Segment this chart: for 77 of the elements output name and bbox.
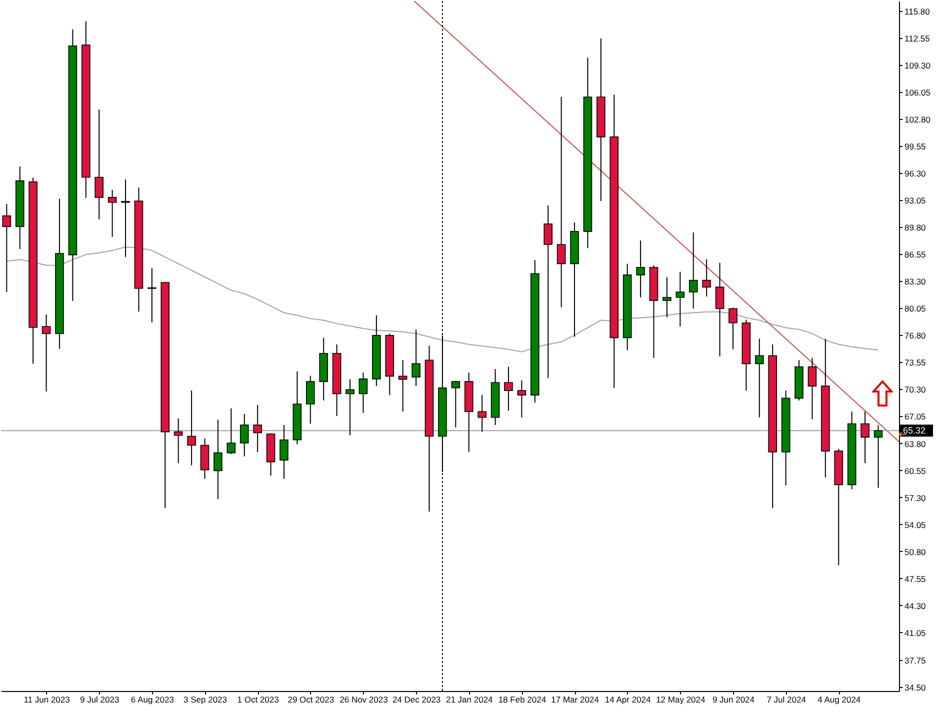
x-tick-label: 29 Oct 2023 <box>288 694 334 704</box>
candlestick <box>42 314 51 392</box>
candlestick <box>504 366 513 412</box>
candlestick <box>214 419 222 500</box>
candlestick <box>702 258 711 297</box>
y-tick-label: 70.30 <box>904 384 926 395</box>
y-tick-label: 76.80 <box>904 330 926 341</box>
y-tick-label: 80.05 <box>904 304 926 314</box>
y-tick-label: 63.80 <box>904 438 926 449</box>
candlestick <box>253 404 262 452</box>
candlestick <box>187 390 196 466</box>
candlestick <box>517 380 526 418</box>
candlestick <box>148 268 156 323</box>
candlestick <box>108 189 117 238</box>
y-tick-label: 93.05 <box>904 196 926 206</box>
candlestick <box>754 338 764 418</box>
x-tick-label: 18 Feb 2024 <box>498 694 546 704</box>
y-tick-label: 54.05 <box>904 520 926 530</box>
candlestick <box>556 96 566 308</box>
x-tick-label: 11 Jun 2023 <box>24 694 70 704</box>
x-tick-label: 26 Nov 2023 <box>340 694 388 704</box>
x-tick-label: 1 Oct 2023 <box>237 694 280 704</box>
candlestick <box>544 205 552 379</box>
y-tick-label: 109.30 <box>904 60 931 71</box>
y-tick-label: 41.05 <box>904 628 926 638</box>
candlestick <box>662 276 672 318</box>
x-tick-label: 17 Mar 2024 <box>551 694 600 704</box>
candlestick <box>808 357 817 420</box>
y-tick-label: 96.30 <box>904 168 926 179</box>
candlestick <box>728 307 738 350</box>
candlestick <box>478 394 486 432</box>
x-tick-label: 24 Dec 2023 <box>392 694 441 704</box>
y-tick-label: 89.80 <box>904 222 926 233</box>
candlestick <box>715 262 724 357</box>
y-tick-label: 83.30 <box>904 276 926 287</box>
y-tick-label: 102.80 <box>904 114 931 125</box>
candlestick <box>2 204 12 293</box>
x-tick-label: 9 Jun 2024 <box>712 694 755 704</box>
x-tick-label: 6 Aug 2023 <box>130 694 174 704</box>
ref-line-label: 65.32 <box>903 426 926 436</box>
candlestick <box>874 424 883 488</box>
y-tick-label: 50.80 <box>904 546 926 557</box>
y-tick-label: 60.55 <box>904 466 926 476</box>
y-tick-label: 37.75 <box>904 655 926 666</box>
x-tick-label: 21 Jan 2024 <box>446 694 494 704</box>
x-tick-label: 12 May 2024 <box>656 694 706 704</box>
candlestick <box>676 271 685 327</box>
candlestick <box>240 413 249 457</box>
y-tick-label: 86.55 <box>904 250 926 260</box>
y-tick-label: 73.55 <box>904 358 926 368</box>
y-tick-label: 47.55 <box>904 574 926 584</box>
x-tick-label: 14 Apr 2024 <box>604 694 652 704</box>
candlestick <box>688 232 698 310</box>
y-tick-label: 115.80 <box>904 6 930 16</box>
x-tick-label: 7 Jul 2024 <box>766 694 806 704</box>
y-tick-label: 44.30 <box>904 600 926 611</box>
y-tick-label: 106.05 <box>904 88 931 98</box>
x-tick-label: 3 Sep 2023 <box>184 694 228 704</box>
candlestick <box>94 109 104 220</box>
y-tick-label: 112.55 <box>904 33 930 44</box>
x-tick-label: 9 Jul 2023 <box>80 694 120 704</box>
y-tick-label: 99.55 <box>904 142 926 152</box>
y-tick-label: 34.50 <box>904 682 926 692</box>
candlestick <box>346 378 354 436</box>
candlestick <box>636 240 645 298</box>
candlestick <box>174 418 183 464</box>
y-tick-label: 67.05 <box>904 412 926 422</box>
line-series <box>6 246 879 352</box>
x-tick-label: 4 Aug 2024 <box>818 694 861 704</box>
y-tick-label: 57.30 <box>904 492 926 503</box>
candlestick <box>451 380 460 428</box>
candlestick <box>280 424 288 480</box>
candlestick <box>226 408 236 455</box>
candlestick <box>412 329 420 387</box>
candlestick <box>306 375 315 424</box>
candlestick <box>358 372 368 414</box>
candlestick <box>860 411 870 464</box>
